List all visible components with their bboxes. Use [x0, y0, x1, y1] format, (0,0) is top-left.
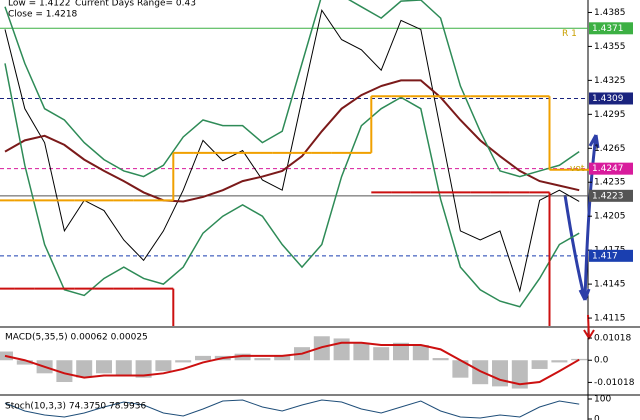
macd-bar [531, 360, 548, 369]
y-tick-label: 1.4145 [594, 280, 626, 290]
header-text: Low = 1.4122 [8, 0, 70, 9]
level-label: 1.4247 [592, 164, 624, 174]
macd-bar [353, 342, 370, 361]
annotation: vot [570, 164, 585, 174]
level-box [589, 162, 633, 175]
macd-bar [115, 360, 132, 376]
y-tick-label: 1.4205 [594, 212, 626, 222]
macd-bar [393, 342, 409, 361]
macd-bar [313, 336, 330, 361]
macd-bar [452, 360, 469, 378]
level-box [589, 249, 633, 262]
macd-bar [571, 358, 588, 361]
macd-bar [234, 353, 251, 361]
macd-bar [373, 347, 390, 361]
series-line [4, 0, 580, 178]
level-label: 1.417 [592, 251, 618, 261]
header-text: Current Days Range= 0.43 [75, 0, 196, 9]
panel-title: MACD(5,35,5) 0.00062 0.00025 [5, 333, 148, 343]
macd-bar [76, 360, 93, 378]
level-box [589, 22, 633, 35]
macd-bar [333, 338, 350, 361]
macd-bar [511, 360, 528, 389]
macd-bar [96, 360, 112, 374]
y-tick-label: 1.4355 [594, 42, 626, 52]
y-tick-label: 0.0 [594, 356, 609, 366]
y-tick-label: 100 [594, 395, 611, 405]
panel-title: Stoch(10,3,3) 74.3750 78.9936 [5, 402, 146, 412]
series-line [4, 63, 580, 308]
macd-bar [412, 344, 429, 361]
macd-bar [16, 360, 33, 365]
annotation: R 1 [562, 29, 577, 39]
macd-bar [135, 360, 152, 378]
series-line [4, 79, 580, 203]
y-tick-label: 1.4235 [594, 178, 626, 188]
macd-bar [254, 358, 271, 361]
macd-bar [432, 358, 449, 361]
level-label: 1.4309 [592, 94, 624, 104]
y-tick-label: 1.4325 [594, 76, 626, 86]
y-tick-label: -0.01018 [594, 378, 635, 388]
arrow-up [583, 134, 600, 301]
y-tick-label: 1.4295 [594, 110, 626, 120]
y-tick-label: 0.01018 [594, 334, 631, 344]
macd-bar [56, 360, 73, 383]
header-text: Close = 1.4218 [8, 10, 78, 20]
y-tick-label: 1.4385 [594, 8, 626, 18]
macd-bar [155, 360, 172, 372]
macd-bar [274, 355, 291, 361]
level-label: 1.4371 [592, 24, 624, 34]
macd-bar [492, 360, 508, 387]
y-tick-label: 0 [594, 415, 600, 420]
level-box [589, 189, 633, 202]
y-tick-label: 1.4265 [594, 144, 626, 154]
level-label: 1.4223 [592, 191, 624, 201]
signal-line [4, 341, 580, 386]
macd-bar [551, 360, 568, 363]
y-tick-label: 1.4115 [594, 314, 626, 324]
macd-bar [195, 355, 211, 361]
level-box [589, 92, 633, 105]
series-line [4, 8, 580, 293]
macd-bar [175, 360, 192, 363]
series-line [4, 399, 580, 419]
